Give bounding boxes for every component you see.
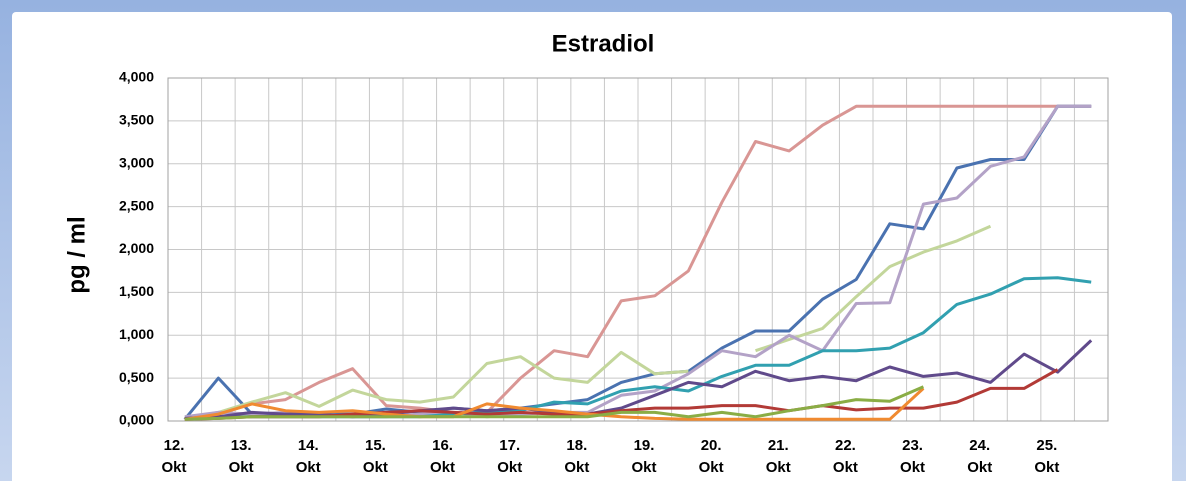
x-tick-label: 23. Okt	[900, 437, 926, 476]
x-tick-label: 21. Okt	[765, 437, 791, 476]
y-tick-label: 0,500	[119, 369, 154, 385]
y-tick-label: 3,000	[119, 154, 154, 170]
series-line	[184, 387, 925, 421]
y-tick-label: 4,000	[119, 69, 154, 85]
x-tick-label: 15. Okt	[362, 437, 388, 476]
x-tick-label: 14. Okt	[295, 437, 321, 476]
x-tick-label: 24. Okt	[967, 437, 993, 476]
x-tick-label: 16. Okt	[430, 437, 456, 476]
y-tick-label: 0,000	[119, 412, 154, 428]
x-tick-label: 12. Okt	[161, 437, 187, 476]
x-tick-label: 13. Okt	[228, 437, 254, 476]
series-line	[184, 385, 924, 421]
plot-border	[167, 77, 1109, 422]
x-tick-label: 20. Okt	[698, 437, 724, 476]
x-tick-label: 17. Okt	[497, 437, 523, 476]
x-tick-label: 22. Okt	[832, 437, 858, 476]
y-tick-label: 2,500	[119, 197, 154, 213]
x-tick-label: 19. Okt	[631, 437, 657, 476]
y-tick-label: 1,500	[119, 283, 154, 299]
y-axis-label: pg / ml	[63, 216, 90, 293]
y-tick-label: 1,000	[119, 326, 154, 342]
x-tick-label: 25. Okt	[1034, 437, 1060, 476]
x-tick-label: 18. Okt	[564, 437, 590, 476]
series-line	[184, 104, 1092, 421]
y-tick-label: 3,500	[119, 112, 154, 128]
chart-title: Estradiol	[552, 30, 655, 57]
y-tick-label: 2,000	[119, 240, 154, 256]
